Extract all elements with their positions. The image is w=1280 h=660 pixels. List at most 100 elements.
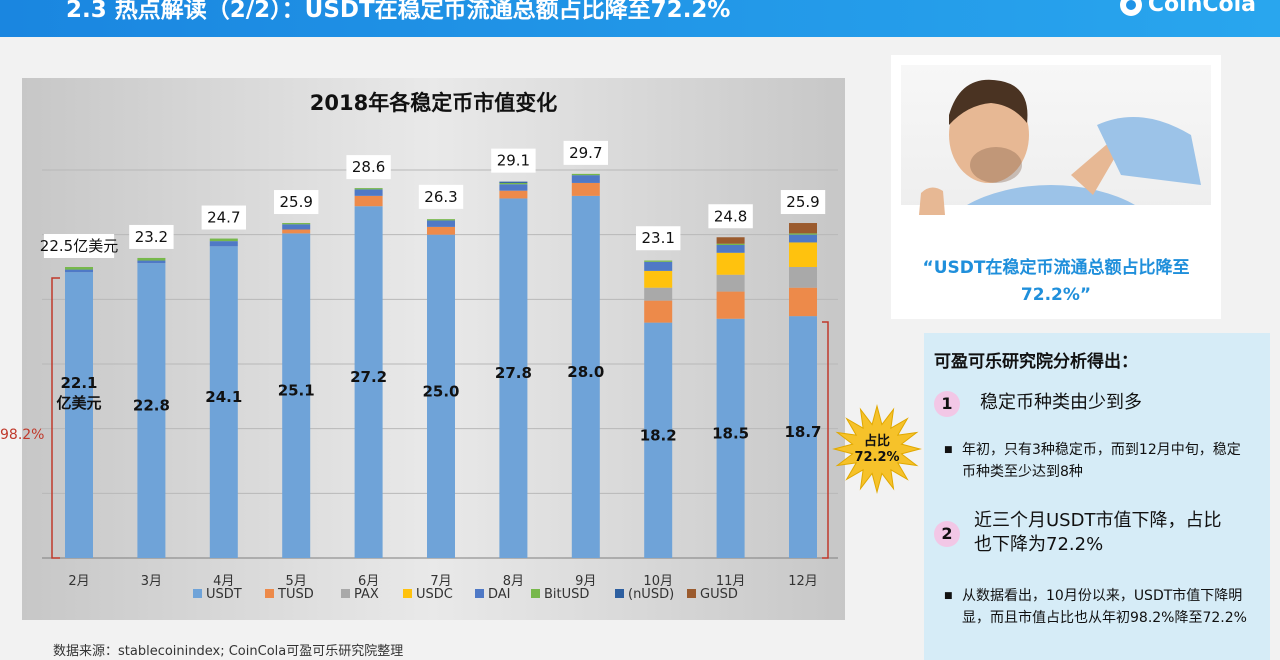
- point-2-detail: 从数据看出，10月份以来，USDT市值下降明显，而且市值占比也从年初98.2%降…: [944, 585, 1252, 629]
- total-label-box: [491, 148, 536, 173]
- bar-segment-dai: [65, 269, 93, 273]
- bar-segment-usdt: [354, 206, 383, 559]
- bar-segment-usdt: [499, 198, 528, 558]
- x-tick-label: 2月: [68, 574, 89, 589]
- bar-segment-pax: [644, 287, 673, 301]
- total-value-label: 23.2: [135, 228, 168, 246]
- bar-segment-tusd: [354, 195, 383, 207]
- header-bar: 2.3 热点解读（2/2）：USDT在稳定币流通总额占比降至72.2% Coin…: [0, 0, 1280, 37]
- legend-label: GUSD: [700, 587, 738, 602]
- data-source-note: 数据来源：stablecoinindex; CoinCola可盈可乐研究院整理: [53, 644, 404, 659]
- share-starburst: [832, 404, 922, 494]
- point-2-badge: 2: [934, 521, 960, 547]
- usdt-value-label: 22.8: [133, 397, 170, 415]
- bar-segment-nusd: [499, 181, 528, 183]
- bar-segment-usdc: [716, 252, 745, 275]
- man-pointing-photo: [901, 65, 1211, 245]
- bar-segment-gusd: [789, 223, 817, 234]
- end-share-label: 占比 72.2%: [854, 433, 899, 465]
- legend-swatch-usdt: [193, 589, 202, 598]
- bar-segment-bitusd: [354, 188, 383, 190]
- usdt-value-label: 24.1: [205, 388, 242, 406]
- chart-title: 2018年各稳定币市值变化: [309, 91, 558, 115]
- point-1-detail: 年初，只有3种稳定币，而到12月中旬，稳定币种类至少达到8种: [944, 439, 1252, 483]
- logo-text: CoinCola: [1147, 0, 1256, 17]
- bar-segment-usdt: [571, 195, 600, 558]
- x-tick-label: 6月: [358, 574, 379, 589]
- bar-segment-dai: [427, 220, 455, 227]
- bar-segment-bitusd: [716, 243, 745, 246]
- total-label-box: [274, 190, 319, 215]
- usdt-value-label: 28.0: [567, 363, 604, 381]
- total-label-box: [708, 204, 753, 229]
- total-label-box: [346, 155, 391, 180]
- bar-segment-dai: [716, 245, 745, 253]
- total-label-box: [636, 226, 681, 251]
- legend-label: BitUSD: [544, 587, 589, 602]
- bar-segment-usdt: [644, 322, 673, 558]
- bar-segment-dai: [137, 260, 166, 264]
- end-share-bracket: [822, 321, 829, 559]
- start-share-bracket: [51, 277, 60, 559]
- total-value-label: 23.1: [641, 229, 674, 247]
- bar-segment-dai: [571, 175, 600, 183]
- bar-segment-dai: [282, 224, 311, 230]
- x-tick-label: 4月: [213, 574, 234, 589]
- total-label-box: [201, 205, 246, 230]
- bar-segment-usdc: [789, 242, 817, 267]
- bar-segment-bitusd: [65, 267, 93, 270]
- bar-segment-bitusd: [571, 173, 600, 176]
- usdt-value-label: 27.8: [495, 364, 532, 382]
- bar-segment-bitusd: [789, 233, 817, 235]
- start-share-label: 98.2%: [0, 427, 45, 443]
- bar-segment-usdt: [282, 233, 311, 558]
- legend-swatch-usdc: [403, 589, 412, 598]
- total-label-box: [418, 184, 464, 209]
- bar-segment-bitusd: [137, 257, 166, 261]
- usdt-value-label: 25.1: [278, 382, 315, 400]
- bar-segment-dai: [644, 261, 673, 271]
- usdt-value-label: 27.2: [350, 368, 387, 386]
- x-tick-label: 3月: [141, 574, 162, 589]
- legend-label: DAI: [488, 587, 511, 602]
- x-tick-label: 7月: [430, 574, 451, 589]
- bar-segment-usdt: [65, 272, 93, 558]
- total-value-label: 22.5亿美元: [40, 237, 118, 255]
- photo-quote: “USDT在稳定币流通总额占比降至72.2%”: [922, 258, 1190, 305]
- total-value-label: 29.7: [569, 144, 602, 162]
- analysis-panel: 可盈可乐研究院分析得出： 1 稳定币种类由少到多 年初，只有3种稳定币，而到12…: [924, 333, 1270, 660]
- legend-label: PAX: [354, 587, 379, 602]
- usdt-value-label: 18.7: [784, 423, 821, 441]
- point-1-heading: 稳定币种类由少到多: [980, 392, 1142, 413]
- bar-segment-dai: [209, 241, 238, 247]
- total-value-label: 26.3: [424, 188, 457, 206]
- legend-label: (nUSD): [628, 587, 674, 602]
- coincola-logo: CoinCola: [1119, 0, 1256, 17]
- total-value-label: 25.9: [786, 193, 819, 211]
- legend-swatch-pax: [341, 589, 350, 598]
- bar-segment-usdt: [716, 318, 745, 558]
- total-value-label: 28.6: [352, 158, 385, 176]
- total-label-box: [43, 234, 115, 258]
- usdt-value-label: 25.0: [422, 382, 459, 400]
- point-2-heading: 近三个月USDT市值下降，占比也下降为72.2%: [974, 510, 1222, 555]
- legend-swatch-nusd: [615, 589, 624, 598]
- bar-segment-tusd: [499, 190, 528, 199]
- x-tick-label: 12月: [788, 574, 818, 589]
- bar-segment-tusd: [789, 287, 817, 317]
- total-label-box: [780, 190, 826, 215]
- bar-segment-dai: [354, 189, 383, 196]
- total-label-box: [563, 140, 608, 165]
- bar-segment-usdt: [789, 316, 817, 558]
- total-value-label: 24.7: [207, 209, 240, 227]
- legend-swatch-gusd: [687, 589, 696, 598]
- bar-segment-pax: [789, 267, 817, 288]
- bar-segment-usdt: [137, 263, 166, 558]
- legend-swatch-dai: [475, 589, 484, 598]
- page-title: 2.3 热点解读（2/2）：USDT在稳定币流通总额占比降至72.2%: [66, 0, 731, 23]
- legend-label: USDT: [206, 587, 242, 602]
- point-1-badge: 1: [934, 391, 960, 417]
- coincola-logo-icon: [1119, 0, 1142, 16]
- bar-segment-tusd: [282, 229, 311, 234]
